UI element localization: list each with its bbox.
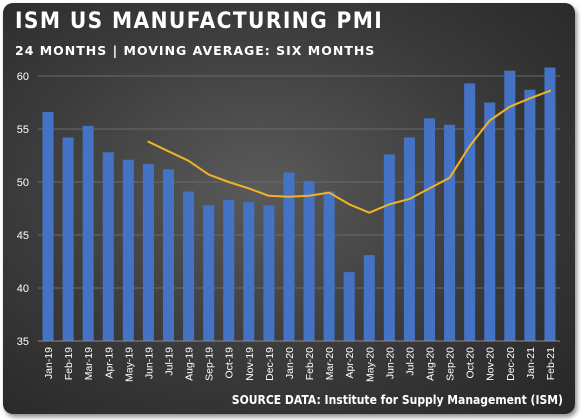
x-tick-label: Feb-19	[63, 347, 75, 380]
x-tick-label: Jun-19	[143, 347, 155, 379]
x-tick-label: Sep-19	[204, 347, 216, 381]
source-note: SOURCE DATA: Institute for Supply Manage…	[231, 393, 563, 407]
bar-Jul-19	[162, 169, 175, 341]
x-tick-label: Apr-20	[344, 347, 356, 379]
y-tick-label: 50	[17, 177, 29, 189]
x-tick-label: Dec-20	[505, 347, 517, 381]
bar-Oct-20	[464, 83, 476, 342]
bar-May-19	[122, 159, 134, 341]
bar-Dec-19	[263, 205, 275, 341]
gridlines	[38, 75, 560, 342]
x-tick-label: Apr-19	[103, 347, 115, 379]
bar-Jul-20	[403, 137, 415, 341]
x-tick-label: Jul-19	[164, 347, 176, 376]
x-tick-label: Oct-19	[224, 347, 236, 379]
bar-Mar-19	[82, 125, 94, 341]
bar-Aug-20	[423, 118, 436, 342]
bar-Feb-21	[544, 67, 556, 342]
bar-series	[42, 67, 556, 342]
bar-Apr-20	[343, 272, 355, 341]
bar-Dec-20	[504, 70, 516, 341]
x-tick-label: Nov-20	[485, 347, 497, 381]
x-tick-label: Aug-20	[425, 347, 437, 381]
x-tick-label: May-19	[123, 347, 135, 382]
bar-May-20	[363, 255, 375, 341]
bar-Jun-20	[383, 154, 395, 341]
bar-Oct-19	[223, 200, 235, 341]
y-tick-label: 35	[17, 336, 29, 348]
x-tick-label: Sep-20	[445, 347, 457, 381]
bar-Apr-19	[102, 152, 114, 341]
x-tick-label: Mar-19	[83, 347, 95, 380]
bar-Nov-19	[243, 202, 255, 341]
x-tick-label: Jul-20	[404, 347, 416, 376]
bar-Mar-20	[323, 191, 335, 341]
bar-Feb-20	[303, 180, 315, 341]
x-tick-label: Feb-20	[304, 347, 316, 380]
y-tick-label: 60	[17, 71, 29, 83]
y-tick-label: 45	[17, 230, 29, 242]
chart-title: ISM US MANUFACTURING PMI	[15, 9, 384, 34]
x-axis: Jan-19 Feb-19 Mar-19 Apr-19 May-19 Jun-19 Jul-…	[38, 340, 560, 382]
x-tick-label: Mar-20	[324, 347, 336, 380]
x-tick-label: Aug-19	[184, 347, 196, 381]
bar-Feb-19	[62, 137, 74, 341]
bar-Jan-20	[283, 172, 295, 341]
bar-Jan-21	[524, 89, 536, 341]
x-tick-label: Feb-21	[545, 347, 557, 380]
y-axis: 35 40 45 50 55 60	[17, 71, 29, 348]
bar-Nov-20	[484, 102, 496, 341]
y-tick-label: 40	[17, 283, 29, 295]
moving-average-series	[147, 89, 551, 214]
chart-subtitle: 24 MONTHS | MOVING AVERAGE: SIX MONTHS	[15, 43, 376, 58]
bar-Sep-20	[444, 124, 456, 341]
x-tick-label: Jan-20	[284, 347, 296, 379]
y-tick-label: 55	[17, 124, 29, 136]
x-tick-label: May-20	[364, 347, 376, 382]
x-tick-label: Jan-19	[43, 347, 55, 379]
bar-Jun-19	[142, 163, 154, 341]
x-tick-label: Dec-19	[264, 347, 276, 381]
bar-Jan-19	[42, 112, 54, 341]
x-tick-label: Oct-20	[465, 347, 477, 379]
x-tick-label: Jan-21	[525, 347, 537, 379]
bar-Sep-19	[203, 205, 215, 341]
bar-Aug-19	[183, 191, 195, 341]
x-tick-label: Nov-19	[244, 347, 256, 381]
x-tick-label: Jun-20	[384, 347, 396, 379]
